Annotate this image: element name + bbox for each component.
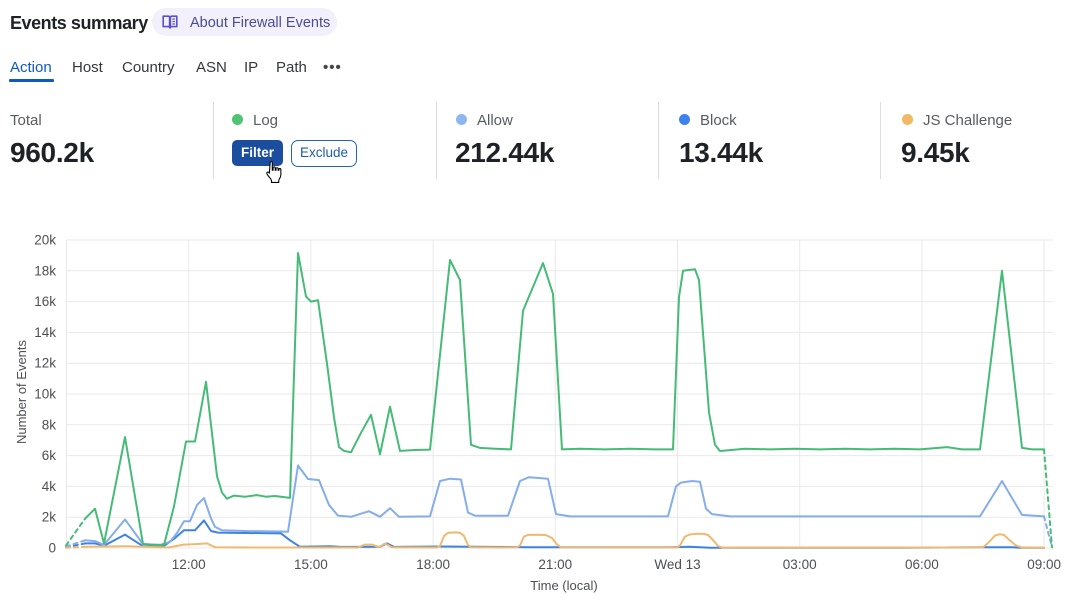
svg-text:15:00: 15:00 — [294, 557, 328, 572]
svg-text:10k: 10k — [34, 387, 56, 402]
svg-text:06:00: 06:00 — [905, 557, 939, 572]
svg-text:Number of Events: Number of Events — [14, 339, 29, 444]
svg-text:20k: 20k — [34, 233, 56, 248]
svg-text:4k: 4k — [42, 479, 57, 494]
svg-text:03:00: 03:00 — [783, 557, 817, 572]
svg-text:0: 0 — [48, 541, 56, 556]
svg-text:Time (local): Time (local) — [530, 578, 597, 593]
svg-text:18:00: 18:00 — [416, 557, 450, 572]
svg-text:2k: 2k — [42, 510, 57, 525]
svg-text:18k: 18k — [34, 263, 56, 278]
svg-text:6k: 6k — [42, 448, 57, 463]
svg-text:16k: 16k — [34, 294, 56, 309]
svg-text:09:00: 09:00 — [1027, 557, 1061, 572]
svg-text:12:00: 12:00 — [172, 557, 206, 572]
svg-text:21:00: 21:00 — [538, 557, 572, 572]
svg-text:Wed 13: Wed 13 — [654, 557, 700, 572]
svg-text:8k: 8k — [42, 417, 57, 432]
svg-text:14k: 14k — [34, 325, 56, 340]
svg-text:12k: 12k — [34, 356, 56, 371]
